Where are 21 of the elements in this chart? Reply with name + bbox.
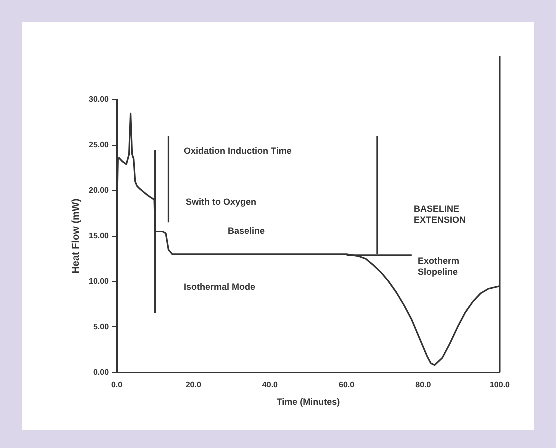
y-tick-label: 25.00 bbox=[88, 140, 110, 150]
x-tick-label: 40.0 bbox=[262, 380, 279, 390]
annotation: Swith to Oxygen bbox=[186, 197, 257, 208]
x-tick-label: 100.0 bbox=[490, 380, 511, 390]
y-tick-label: 10.00 bbox=[88, 276, 110, 286]
x-tick-label: 0.0 bbox=[111, 380, 124, 390]
y-tick-label: 5.00 bbox=[93, 322, 110, 332]
y-axis-title: Heat Flow (mW) bbox=[70, 198, 82, 274]
x-axis-title: Time (Minutes) bbox=[276, 397, 340, 408]
annotation: Exotherm Slopeline bbox=[418, 256, 460, 278]
y-tick-label: 20.00 bbox=[88, 186, 110, 196]
annotation: Baseline bbox=[228, 226, 266, 237]
x-tick-label: 60.0 bbox=[339, 380, 356, 390]
y-tick-label: 15.00 bbox=[88, 232, 110, 241]
y-tick-label: 0.00 bbox=[93, 368, 110, 377]
annotation: Oxidation Induction Time bbox=[184, 146, 292, 157]
annotation: Isothermal Mode bbox=[184, 282, 256, 293]
x-tick-label: 20.0 bbox=[186, 380, 202, 390]
annotation: BASELINE EXTENSION bbox=[414, 204, 466, 226]
x-tick-label: 80.0 bbox=[416, 380, 432, 390]
y-tick-label: 30.00 bbox=[88, 95, 110, 104]
